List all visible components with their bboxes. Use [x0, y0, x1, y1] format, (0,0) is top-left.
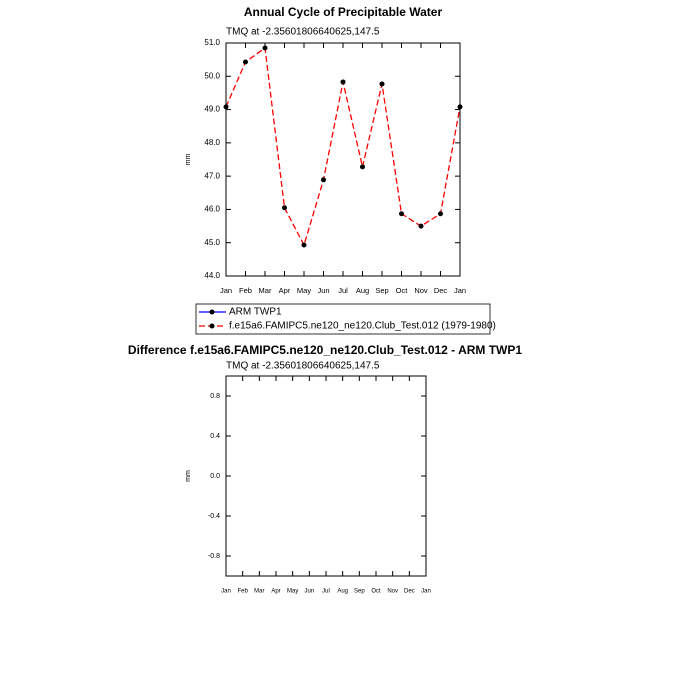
- data-point: [379, 81, 385, 87]
- y-tick-label: -0.4: [208, 513, 220, 520]
- x-tick-label: Apr: [271, 589, 280, 595]
- x-tick-label: Nov: [414, 286, 428, 295]
- data-point: [438, 211, 443, 217]
- data-point: [340, 79, 346, 85]
- y-tick-label: 48.0: [204, 138, 220, 147]
- data-point: [282, 205, 287, 211]
- data-point: [243, 59, 248, 65]
- data-point: [418, 223, 424, 229]
- x-tick-label: Mar: [259, 286, 272, 295]
- y-tick-label: 51.0: [204, 38, 220, 47]
- x-tick-label: Mar: [254, 589, 264, 595]
- y-tick-label: 0.4: [210, 433, 220, 440]
- data-point: [360, 164, 365, 170]
- y-tick-label: 49.0: [204, 105, 220, 114]
- chart-subtitle: TMQ at -2.35601806640625,147.5: [226, 361, 380, 372]
- x-tick-label: Aug: [337, 589, 348, 595]
- series-line: [225, 46, 461, 247]
- x-tick-label: Jun: [317, 286, 329, 295]
- x-tick-label: Dec: [404, 589, 415, 595]
- x-tick-label: Oct: [371, 589, 381, 595]
- x-tick-label: Jan: [421, 589, 431, 595]
- x-tick-label: Aug: [356, 286, 369, 295]
- y-tick-label: 47.0: [204, 171, 220, 180]
- y-tick-label: -0.8: [208, 553, 220, 560]
- legend-label: ARM TWP1: [229, 307, 282, 318]
- y-tick-label: 46.0: [204, 205, 220, 214]
- data-point: [301, 242, 307, 248]
- x-tick-label: Jul: [338, 286, 348, 295]
- x-tick-label: Nov: [387, 589, 398, 595]
- legend-label: f.e15a6.FAMIPC5.ne120_ne120.Club_Test.01…: [229, 321, 496, 332]
- x-tick-label: May: [297, 286, 311, 295]
- data-point: [262, 45, 268, 51]
- y-axis-label: mm: [185, 154, 192, 166]
- data-point: [399, 211, 404, 217]
- legend-marker: [209, 309, 215, 315]
- y-tick-label: 0.8: [210, 393, 220, 400]
- x-tick-label: Feb: [239, 286, 252, 295]
- x-tick-label: Apr: [279, 286, 291, 295]
- x-tick-label: Sep: [375, 286, 388, 295]
- chart-title: Difference f.e15a6.FAMIPC5.ne120_ne120.C…: [128, 343, 522, 357]
- x-tick-label: Dec: [434, 286, 448, 295]
- y-tick-label: 0.0: [210, 473, 220, 480]
- x-tick-label: Jan: [220, 286, 232, 295]
- x-tick-label: Sep: [354, 589, 365, 595]
- chart-title: Annual Cycle of Precipitable Water: [244, 5, 443, 19]
- legend-marker: [209, 323, 215, 329]
- chart-subtitle: TMQ at -2.35601806640625,147.5: [226, 27, 380, 38]
- y-tick-label: 50.0: [204, 71, 220, 80]
- x-tick-label: Feb: [237, 589, 248, 595]
- x-tick-label: Jan: [454, 286, 466, 295]
- data-point: [321, 177, 326, 183]
- plot-frame: [225, 42, 461, 277]
- x-tick-label: Jun: [304, 589, 314, 595]
- x-tick-label: Oct: [396, 286, 409, 295]
- x-tick-label: Jul: [322, 589, 330, 595]
- plot-frame: [225, 375, 427, 577]
- y-axis-label: mm: [185, 470, 192, 482]
- data-point: [457, 104, 463, 110]
- y-tick-label: 44.0: [204, 271, 220, 280]
- legend-box: [195, 303, 491, 335]
- x-tick-label: Jan: [221, 589, 231, 595]
- data-point: [223, 104, 229, 110]
- x-tick-label: May: [287, 589, 298, 595]
- y-tick-label: 45.0: [204, 238, 220, 247]
